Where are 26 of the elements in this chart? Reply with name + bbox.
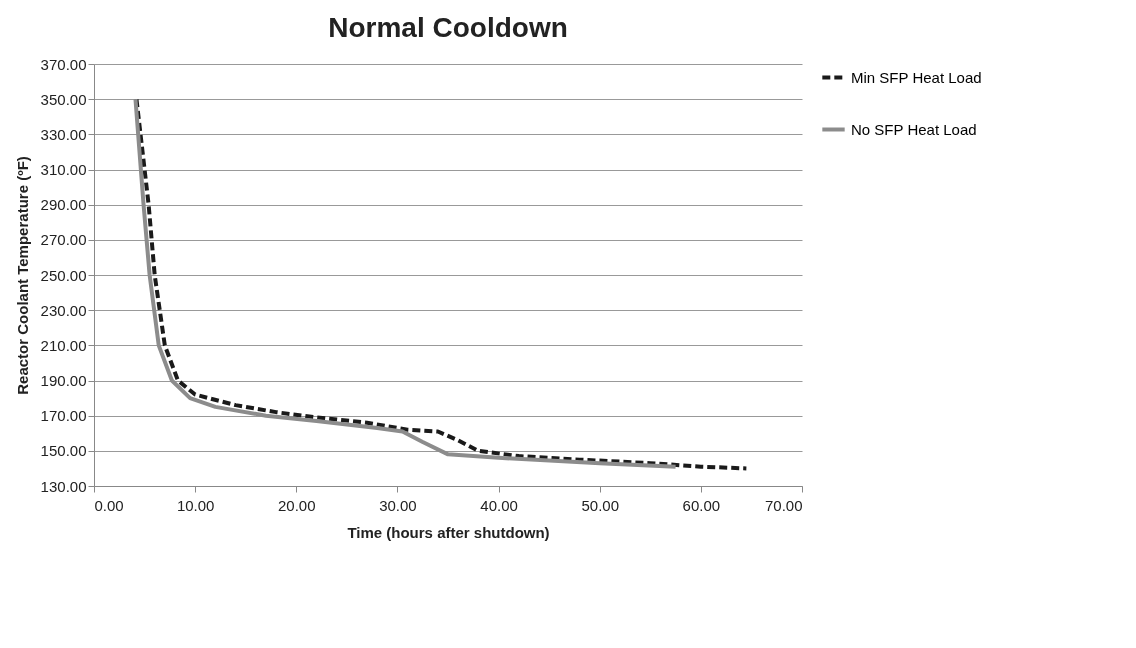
x-tick-label: 30.00	[379, 496, 417, 514]
legend-label: No SFP Heat Load	[851, 120, 977, 138]
y-tick-label: 370.00	[40, 55, 87, 73]
x-axis-title: Time (hours after shutdown)	[347, 523, 550, 541]
y-tick-label: 310.00	[40, 161, 87, 178]
x-tick-label: 70.00	[764, 496, 803, 514]
x-tick-label: 40.00	[480, 496, 518, 514]
y-tick-label: 150.00	[40, 442, 87, 460]
chart-title: Normal Cooldown	[328, 12, 568, 43]
y-tick-label: 230.00	[40, 301, 87, 319]
y-axis-title: Reactor Coolant Temperature (ºF)	[13, 156, 31, 395]
x-tick-label: 0.00	[94, 496, 124, 514]
x-tick-label: 60.00	[682, 496, 721, 514]
y-tick-label: 350.00	[40, 90, 87, 108]
y-tick-label: 250.00	[40, 266, 87, 284]
y-tick-label: 190.00	[40, 372, 87, 389]
y-tick-label: 130.00	[40, 477, 87, 495]
x-tick-label: 50.00	[581, 496, 619, 514]
y-tick-label: 170.00	[40, 407, 87, 425]
y-tick-label: 210.00	[40, 336, 87, 354]
x-tick-label: 10.00	[176, 496, 215, 514]
x-tick-label: 20.00	[278, 496, 316, 514]
legend-label: Min SFP Heat Load	[851, 68, 982, 86]
y-tick-label: 330.00	[40, 125, 87, 143]
y-tick-label: 270.00	[40, 231, 87, 249]
y-tick-label: 290.00	[40, 196, 87, 214]
